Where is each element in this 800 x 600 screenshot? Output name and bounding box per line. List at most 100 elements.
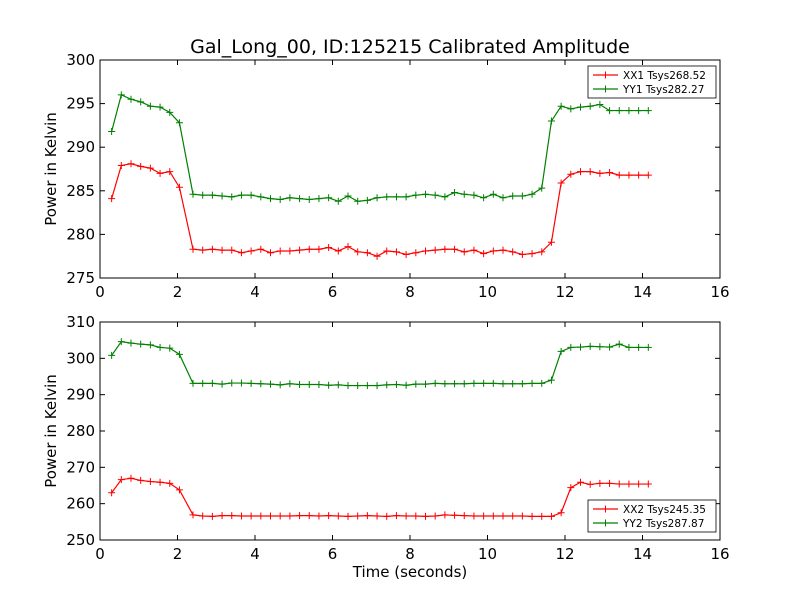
- bottom-legend-marker-2: [602, 519, 609, 527]
- bottom-series-2-point: [596, 343, 604, 351]
- top-y-tick-label: 295: [66, 95, 95, 113]
- bottom-panel: 0 2 4 6 8 10 12 14 16 250 260 270 280 290 300 310 XX2 Ts…: [66, 313, 729, 563]
- bottom-x-tick-label: 12: [555, 545, 574, 563]
- bottom-series-2-point: [247, 379, 255, 387]
- top-series-1-point: [577, 168, 584, 176]
- top-series-1: [108, 160, 652, 260]
- top-x-tick-label: 4: [250, 283, 260, 301]
- top-series-2-point: [470, 191, 478, 199]
- top-series-1-point: [509, 248, 517, 256]
- bottom-series-1-point: [189, 511, 197, 519]
- bottom-series-1-point: [117, 476, 125, 484]
- top-legend-marker-1: [602, 71, 609, 79]
- top-series-1-point: [538, 248, 546, 256]
- bottom-series-2-point: [577, 343, 584, 351]
- top-series-2-point: [344, 192, 352, 200]
- bottom-series-2-point: [276, 381, 284, 389]
- top-y-tick-label: 285: [66, 182, 95, 200]
- bottom-series-2-point: [557, 347, 565, 355]
- top-series-2-point: [257, 193, 265, 201]
- top-series-1-point: [108, 195, 116, 203]
- top-series-1-point: [402, 250, 410, 258]
- top-series-1-point: [146, 164, 154, 172]
- top-series-1-point: [296, 246, 304, 254]
- top-series-1-point: [325, 243, 333, 251]
- top-legend-label-1: XX1 Tsys268.52: [623, 70, 706, 82]
- top-series-1-point: [237, 249, 245, 257]
- bottom-series-2-point: [267, 380, 274, 388]
- top-series-1-point: [189, 245, 197, 253]
- bottom-series-2-point: [431, 379, 439, 387]
- top-series-1-point: [528, 250, 536, 258]
- top-series-1-point: [392, 248, 400, 256]
- top-series-1-point: [567, 170, 575, 178]
- top-series-2-point: [538, 184, 546, 192]
- bottom-series-1-point: [509, 512, 517, 520]
- top-series-2-point: [286, 194, 294, 202]
- bottom-series-1-point: [363, 512, 371, 520]
- top-x-tick-label: 6: [328, 283, 338, 301]
- bottom-series-1-point: [218, 512, 226, 520]
- bottom-legend-label-1: XX2 Tsys245.35: [623, 504, 706, 516]
- bottom-series-1-point: [644, 480, 652, 488]
- top-series-2-point: [383, 193, 391, 201]
- top-y-tick-label: 280: [66, 225, 95, 243]
- bottom-y-tick-label: 280: [66, 422, 95, 440]
- bottom-x-tick-label: 10: [478, 545, 497, 563]
- bottom-series-2-point: [363, 382, 371, 390]
- bottom-series-2-point: [334, 381, 342, 389]
- top-legend-label-2: YY1 Tsys282.27: [622, 84, 704, 96]
- bottom-series-1-point: [237, 512, 245, 520]
- top-legend-box: [587, 65, 717, 99]
- top-series-1-point: [518, 250, 526, 258]
- top-series-2-point: [237, 191, 245, 199]
- bottom-series-2-point: [451, 380, 459, 388]
- bottom-series-1-point: [596, 479, 604, 487]
- top-series-2-point: [127, 95, 135, 103]
- bottom-series-2-point: [315, 380, 323, 388]
- top-series-2-point: [363, 196, 371, 204]
- top-series-2-point: [315, 195, 323, 203]
- top-x-tick-label: 12: [555, 283, 574, 301]
- bottom-series-2-point: [117, 338, 125, 346]
- bottom-series-2-point: [509, 380, 517, 388]
- top-series-1-point: [606, 168, 614, 176]
- bottom-series-1-point: [451, 511, 459, 519]
- bottom-series-2-point: [175, 350, 183, 358]
- bottom-series-1-point: [373, 512, 381, 520]
- bottom-x-tick-label: 0: [95, 545, 105, 563]
- bottom-series-2-point: [518, 380, 526, 388]
- bottom-series-2-point: [286, 380, 294, 388]
- top-x-tick-label: 8: [405, 283, 415, 301]
- bottom-series-2-point: [644, 343, 652, 351]
- bottom-series-2-point: [470, 379, 478, 387]
- top-series-2-point: [441, 193, 449, 201]
- bottom-series-2-point: [373, 382, 381, 390]
- top-series-2-point: [489, 190, 497, 198]
- top-series-1-point: [117, 162, 125, 170]
- bottom-series-1-point: [286, 512, 294, 520]
- bottom-series-1-point: [441, 511, 449, 519]
- top-series-2-point: [644, 107, 652, 115]
- bottom-series-2-point: [257, 380, 265, 388]
- bottom-series-2-point: [146, 341, 154, 349]
- top-series-2-point: [567, 105, 575, 113]
- top-legend-marker-2: [602, 85, 609, 93]
- bottom-series-2-point: [237, 379, 245, 387]
- top-series-1-point: [547, 238, 555, 246]
- top-series-2-point: [156, 103, 164, 111]
- bottom-series-1-point: [305, 512, 313, 520]
- bottom-series-1-point: [489, 512, 497, 520]
- top-series-2-point: [577, 103, 584, 111]
- top-series-1-point: [363, 249, 371, 257]
- bottom-series-2-point: [296, 380, 304, 388]
- bottom-series-1-point: [422, 512, 429, 520]
- top-series-2-point: [615, 107, 623, 115]
- top-series-2-point: [373, 194, 381, 202]
- top-series-2-point: [499, 194, 507, 202]
- bottom-series-1: [108, 474, 652, 520]
- bottom-x-tick-label: 16: [710, 545, 729, 563]
- bottom-series-2-point: [528, 379, 536, 387]
- top-series-1-point: [247, 247, 255, 255]
- chart-title: Gal_Long_00, ID:125215 Calibrated Amplit…: [190, 36, 630, 58]
